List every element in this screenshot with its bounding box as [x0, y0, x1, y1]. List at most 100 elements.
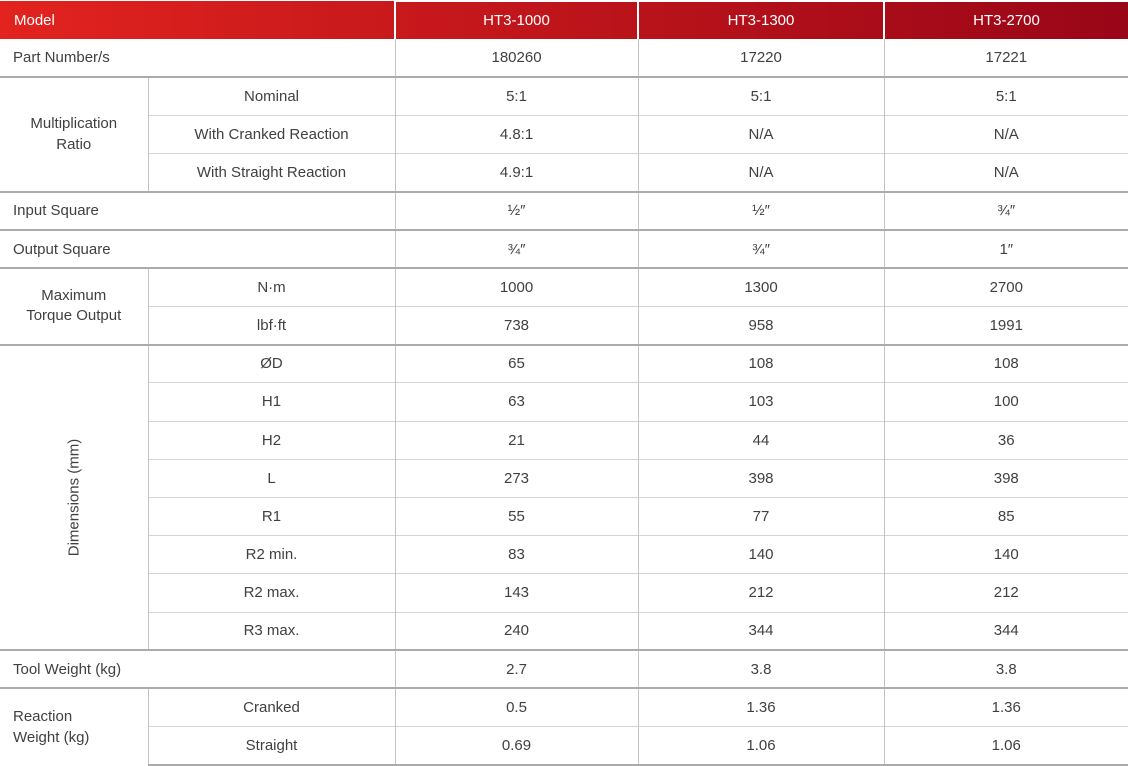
group-label-max-torque: Maximum Torque Output [0, 267, 148, 345]
value-cell: 0.5 [394, 687, 639, 727]
group-label-dimensions: Dimensions (mm) [0, 343, 148, 651]
row-dim-l: L 273 398 398 [0, 458, 1128, 498]
value-cell: 103 [637, 382, 885, 422]
value-cell: 3.8 [637, 649, 885, 689]
row-output-square: Output Square ¾″ ¾″ 1″ [0, 229, 1128, 269]
value-cell: 240 [394, 611, 639, 651]
value-cell: 4.8:1 [394, 114, 639, 154]
value-cell: 1991 [883, 305, 1128, 345]
group-label-reaction-weight: Reaction Weight (kg) [0, 687, 148, 765]
value-cell: 21 [394, 420, 639, 460]
value-cell: 180260 [394, 39, 639, 78]
value-cell: 0.69 [394, 726, 639, 766]
value-cell: 17220 [637, 39, 885, 78]
value-cell: 63 [394, 382, 639, 422]
group-label-text: Multiplication Ratio [30, 115, 118, 153]
row-label-output-square: Output Square [0, 229, 396, 269]
value-cell: 5:1 [637, 76, 885, 116]
value-cell: 1.06 [883, 726, 1128, 766]
value-cell: 273 [394, 458, 639, 498]
sub-label-lbf-ft: lbf·ft [147, 305, 396, 345]
value-cell: N/A [883, 153, 1128, 192]
row-dim-od: Dimensions (mm) ØD 65 108 108 [0, 343, 1128, 651]
value-cell: 83 [394, 535, 639, 574]
value-cell: 398 [637, 458, 885, 498]
value-cell: 1000 [394, 267, 639, 307]
row-label-input-square: Input Square [0, 190, 396, 231]
sub-label-cranked: Cranked [147, 687, 396, 727]
value-cell: 140 [883, 535, 1128, 574]
value-cell: 2.7 [394, 649, 639, 689]
value-cell: 958 [637, 305, 885, 345]
row-mult-ratio-cranked: With Cranked Reaction 4.8:1 N/A N/A [0, 114, 1128, 154]
sub-label-od: ØD [147, 343, 396, 383]
value-cell: 108 [883, 343, 1128, 383]
row-torque-nm: Maximum Torque Output N·m 1000 1300 2700 [0, 267, 1128, 345]
value-cell: 344 [883, 611, 1128, 651]
row-dim-r2-max: R2 max. 143 212 212 [0, 573, 1128, 613]
value-cell: 143 [394, 573, 639, 613]
value-cell: 398 [883, 458, 1128, 498]
sub-label-h2: H2 [147, 420, 396, 460]
value-cell: 17221 [883, 39, 1128, 78]
col-header-ht3-1300: HT3-1300 [637, 0, 885, 39]
sub-label-h1: H1 [147, 382, 396, 422]
value-cell: 65 [394, 343, 639, 383]
value-cell: 1300 [637, 267, 885, 307]
value-cell: 4.9:1 [394, 153, 639, 192]
value-cell: ¾″ [394, 229, 639, 269]
row-dim-r1: R1 55 77 85 [0, 496, 1128, 536]
group-label-text: Maximum Torque Output [26, 287, 122, 325]
value-cell: N/A [637, 114, 885, 154]
value-cell: 85 [883, 496, 1128, 536]
value-cell: 344 [637, 611, 885, 651]
sub-label-nominal: Nominal [147, 76, 396, 116]
sub-label-r2-min: R2 min. [147, 535, 396, 574]
row-part-numbers: Part Number/s 180260 17220 17221 [0, 39, 1128, 78]
row-reaction-cranked: Reaction Weight (kg) Cranked 0.5 1.36 1.… [0, 687, 1128, 765]
model-header: Model [0, 1, 396, 39]
sub-label-nm: N·m [147, 267, 396, 307]
group-label-text: Dimensions (mm) [65, 438, 83, 557]
row-label-part-numbers: Part Number/s [13, 49, 110, 67]
value-cell: 5:1 [883, 76, 1128, 116]
sub-label-with-straight-reaction: With Straight Reaction [147, 153, 396, 192]
value-cell: 212 [883, 573, 1128, 613]
value-cell: 44 [637, 420, 885, 460]
value-cell: N/A [883, 114, 1128, 154]
row-label-tool-weight: Tool Weight (kg) [0, 649, 396, 689]
row-reaction-straight: Straight 0.69 1.06 1.06 [0, 726, 1128, 766]
sub-label-with-cranked-reaction: With Cranked Reaction [147, 114, 396, 154]
value-cell: 2700 [883, 267, 1128, 307]
row-mult-ratio-nominal: Multiplication Ratio Nominal 5:1 5:1 5:1 [0, 76, 1128, 192]
value-cell: 77 [637, 496, 885, 536]
value-cell: 140 [637, 535, 885, 574]
col-header-ht3-1000: HT3-1000 [394, 0, 639, 39]
value-cell: 55 [394, 496, 639, 536]
sub-label-straight: Straight [147, 726, 396, 766]
value-cell: 212 [637, 573, 885, 613]
value-cell: ¾″ [637, 229, 885, 269]
row-tool-weight: Tool Weight (kg) 2.7 3.8 3.8 [0, 649, 1128, 689]
row-dim-r2-min: R2 min. 83 140 140 [0, 535, 1128, 574]
sub-label-r3-max: R3 max. [147, 611, 396, 651]
value-cell: ¾″ [883, 190, 1128, 231]
row-mult-ratio-straight: With Straight Reaction 4.9:1 N/A N/A [0, 153, 1128, 192]
row-dim-h2: H2 21 44 36 [0, 420, 1128, 460]
row-input-square: Input Square ½″ ½″ ¾″ [0, 190, 1128, 231]
group-label-multiplication-ratio: Multiplication Ratio [0, 76, 148, 192]
value-cell: 738 [394, 305, 639, 345]
value-cell: 100 [883, 382, 1128, 422]
row-dim-h1: H1 63 103 100 [0, 382, 1128, 422]
value-cell: 1.36 [883, 687, 1128, 727]
value-cell: 36 [883, 420, 1128, 460]
row-torque-lbfft: lbf·ft 738 958 1991 [0, 305, 1128, 345]
value-cell: 1.06 [637, 726, 885, 766]
value-cell: 1.36 [637, 687, 885, 727]
col-header-ht3-2700: HT3-2700 [883, 0, 1128, 39]
row-dim-r3-max: R3 max. 240 344 344 [0, 611, 1128, 651]
sub-label-l: L [147, 458, 396, 498]
value-cell: 108 [637, 343, 885, 383]
value-cell: 1″ [883, 229, 1128, 269]
value-cell: ½″ [637, 190, 885, 231]
